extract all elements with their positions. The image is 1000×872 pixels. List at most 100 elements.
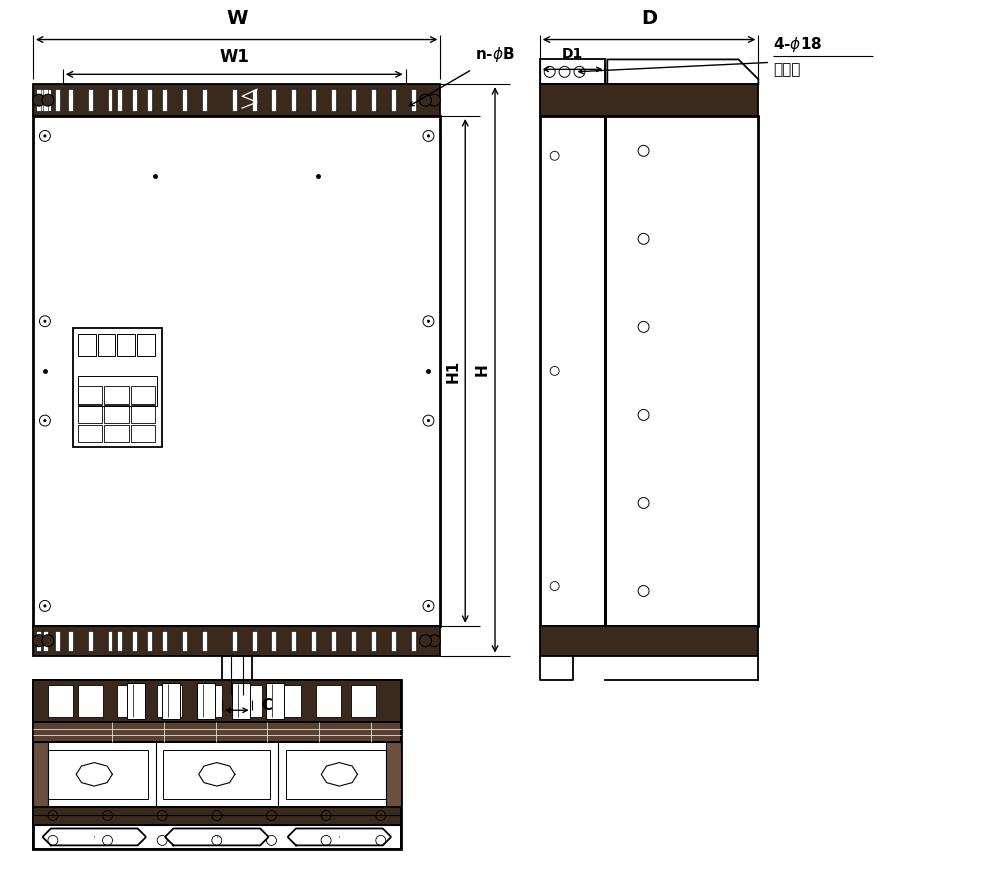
Circle shape bbox=[103, 811, 112, 821]
Bar bbox=[232, 630, 237, 651]
Bar bbox=[117, 685, 142, 717]
Bar bbox=[222, 656, 252, 695]
Bar bbox=[108, 630, 112, 651]
Circle shape bbox=[44, 419, 46, 422]
Bar bbox=[33, 742, 48, 807]
Bar bbox=[78, 376, 157, 405]
Text: H1: H1 bbox=[445, 359, 460, 383]
Text: W: W bbox=[226, 9, 247, 28]
Bar bbox=[104, 405, 129, 423]
Bar bbox=[78, 385, 102, 404]
Bar bbox=[33, 680, 401, 849]
Bar bbox=[271, 89, 276, 111]
Bar bbox=[391, 630, 396, 651]
Text: D: D bbox=[641, 9, 657, 28]
Bar bbox=[78, 405, 102, 423]
Bar bbox=[78, 334, 96, 356]
Circle shape bbox=[321, 811, 331, 821]
Bar bbox=[48, 685, 73, 717]
Bar bbox=[33, 742, 401, 807]
Circle shape bbox=[427, 604, 430, 607]
Bar bbox=[371, 89, 376, 111]
Bar bbox=[132, 89, 137, 111]
Bar bbox=[117, 334, 135, 356]
Bar bbox=[276, 685, 301, 717]
Bar bbox=[36, 89, 41, 111]
Circle shape bbox=[44, 135, 46, 137]
Bar bbox=[43, 630, 48, 651]
Bar bbox=[252, 89, 257, 111]
Bar bbox=[351, 89, 356, 111]
Bar bbox=[411, 89, 416, 111]
Bar bbox=[55, 89, 60, 111]
Circle shape bbox=[42, 94, 54, 106]
Circle shape bbox=[33, 94, 45, 106]
Bar bbox=[41, 750, 148, 799]
Bar bbox=[117, 630, 122, 651]
Bar bbox=[271, 630, 276, 651]
Bar bbox=[540, 626, 758, 656]
Bar bbox=[33, 626, 440, 656]
Bar bbox=[157, 685, 182, 717]
Bar bbox=[371, 630, 376, 651]
Circle shape bbox=[48, 811, 58, 821]
Circle shape bbox=[427, 419, 430, 422]
Bar bbox=[68, 89, 73, 111]
Circle shape bbox=[157, 811, 167, 821]
Bar bbox=[331, 630, 336, 651]
Bar bbox=[88, 630, 93, 651]
Bar bbox=[266, 684, 284, 719]
Bar bbox=[202, 630, 207, 651]
Bar bbox=[98, 334, 115, 356]
Bar bbox=[232, 684, 250, 719]
Bar bbox=[131, 405, 155, 423]
Bar bbox=[78, 425, 102, 442]
Bar bbox=[331, 89, 336, 111]
Bar bbox=[73, 328, 162, 447]
Circle shape bbox=[33, 635, 45, 647]
Bar bbox=[33, 85, 440, 116]
Bar bbox=[33, 825, 401, 849]
Bar bbox=[137, 334, 155, 356]
Bar bbox=[68, 630, 73, 651]
Bar bbox=[33, 722, 401, 742]
Bar bbox=[351, 685, 376, 717]
Bar bbox=[162, 630, 167, 651]
Text: 4-$\phi$18: 4-$\phi$18 bbox=[773, 35, 823, 54]
Circle shape bbox=[420, 635, 431, 647]
Bar bbox=[411, 630, 416, 651]
Bar bbox=[291, 89, 296, 111]
Circle shape bbox=[427, 320, 430, 323]
Bar bbox=[162, 684, 180, 719]
Bar bbox=[182, 89, 187, 111]
Bar bbox=[132, 630, 137, 651]
Bar bbox=[162, 89, 167, 111]
Bar bbox=[36, 89, 51, 111]
Bar bbox=[391, 89, 396, 111]
Circle shape bbox=[428, 635, 440, 647]
Circle shape bbox=[420, 94, 431, 106]
Circle shape bbox=[42, 635, 54, 647]
Text: n-$\phi$B: n-$\phi$B bbox=[475, 45, 515, 64]
Bar bbox=[540, 116, 605, 626]
Circle shape bbox=[266, 811, 276, 821]
Bar bbox=[386, 742, 401, 807]
Text: D1: D1 bbox=[562, 47, 583, 61]
Circle shape bbox=[44, 604, 46, 607]
Circle shape bbox=[212, 811, 222, 821]
Bar bbox=[182, 630, 187, 651]
Bar bbox=[605, 116, 758, 626]
Bar bbox=[286, 750, 393, 799]
Bar bbox=[117, 89, 122, 111]
Bar bbox=[197, 685, 222, 717]
Bar bbox=[127, 684, 145, 719]
Bar bbox=[311, 89, 316, 111]
Bar bbox=[232, 89, 237, 111]
Bar bbox=[33, 116, 440, 626]
Bar bbox=[147, 630, 152, 651]
Bar bbox=[163, 750, 270, 799]
Bar bbox=[252, 630, 257, 651]
Bar bbox=[540, 59, 605, 85]
Text: 吊り穴: 吊り穴 bbox=[773, 62, 801, 77]
Text: H: H bbox=[475, 364, 490, 377]
